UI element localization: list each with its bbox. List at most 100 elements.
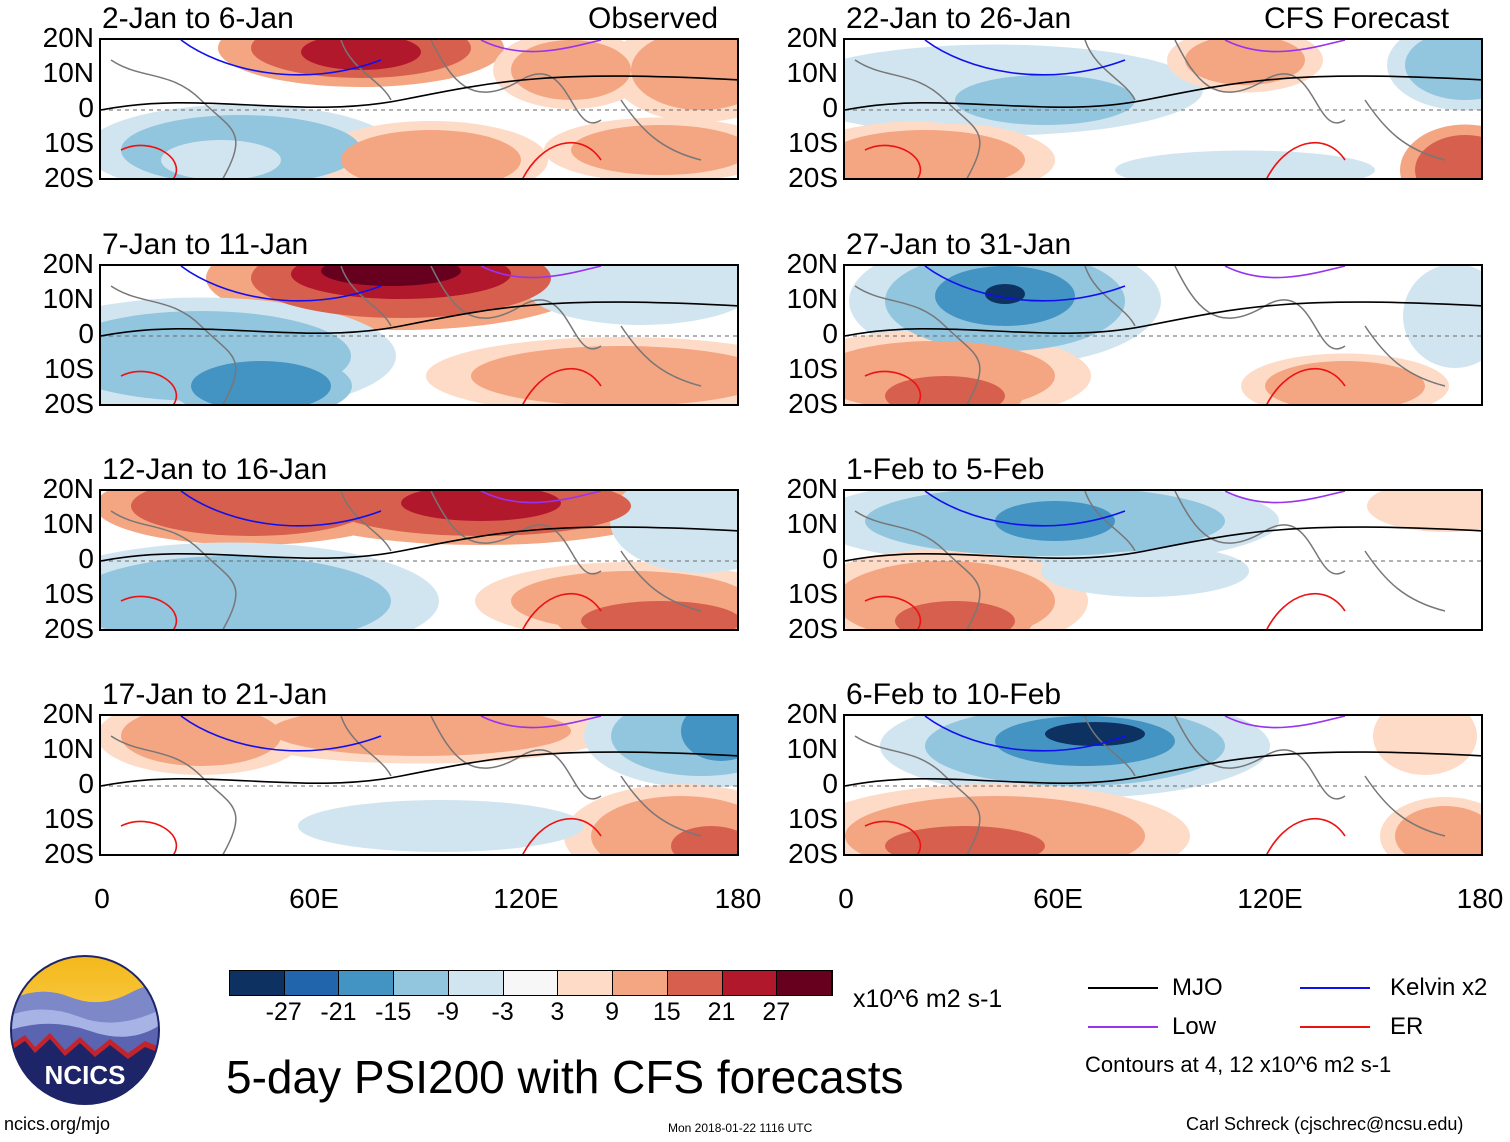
- map-panel-observed-1: [99, 38, 739, 180]
- colorbar-swatch: [777, 971, 832, 995]
- main-title: 5-day PSI200 with CFS forecasts: [226, 1051, 904, 1103]
- lon-label: 180: [1456, 883, 1504, 914]
- colorbar-label: 3: [550, 998, 565, 1026]
- lon-label: 0: [838, 883, 854, 914]
- lon-label: 120E: [493, 883, 559, 914]
- lat-label: 20N: [42, 248, 94, 279]
- lat-label: 10S: [44, 578, 94, 609]
- map-panel-forecast-1: [843, 38, 1483, 180]
- lon-label: 60E: [1033, 883, 1083, 914]
- footer-url[interactable]: ncics.org/mjo: [4, 1114, 111, 1134]
- lat-label: 10N: [42, 733, 94, 764]
- shading-blob: [1385, 491, 1481, 526]
- contour-line: [120, 367, 602, 404]
- contour-line: [180, 491, 382, 527]
- footer-credit: Carl Schreck (cjschrec@ncsu.edu): [1186, 1114, 1464, 1134]
- shading-blob: [581, 601, 737, 629]
- psi200-shading: [845, 266, 1481, 404]
- lat-label: 0: [822, 543, 838, 574]
- contour-line: [180, 40, 382, 76]
- lat-label: 0: [78, 92, 94, 123]
- shading-blob: [301, 40, 421, 70]
- ncics-logo-icon: [10, 955, 160, 1105]
- shading-blob: [631, 40, 737, 110]
- colorbar-label: -27: [265, 998, 302, 1026]
- psi200-shading: [845, 716, 1481, 854]
- colorbar-label: -15: [375, 998, 412, 1026]
- contour-line: [924, 491, 1126, 527]
- contour-line: [120, 817, 602, 854]
- psi200-shading: [101, 491, 737, 629]
- lat-label: 20S: [788, 388, 838, 419]
- lat-label: 10N: [786, 283, 838, 314]
- lon-label: 0: [94, 883, 110, 914]
- observed-label: Observed: [588, 2, 719, 35]
- shading-blob: [471, 346, 737, 404]
- shading-blob: [1405, 40, 1481, 100]
- shading-blob: [401, 491, 561, 521]
- contour-line: [101, 75, 737, 111]
- lat-label: 10S: [788, 578, 838, 609]
- shading-blob: [341, 130, 521, 178]
- shading-blob: [631, 491, 737, 561]
- lat-label: 20N: [786, 698, 838, 729]
- contour-line: [1224, 491, 1346, 504]
- shading-blob: [511, 40, 631, 100]
- colorbar-swatch: [722, 971, 778, 995]
- colorbar-label: 21: [707, 998, 736, 1026]
- ncics-logo: NCICS: [10, 955, 160, 1105]
- lat-label: 10N: [42, 283, 94, 314]
- shading-blob: [671, 826, 737, 854]
- shading-blob: [885, 826, 1045, 854]
- coastline: [854, 491, 1446, 629]
- contour-line: [845, 75, 1481, 111]
- coastline: [854, 716, 1446, 854]
- colorbar-label: 27: [762, 998, 791, 1026]
- colorbar-swatch: [339, 971, 395, 995]
- panel-title: 2-Jan to 6-Jan: [102, 2, 294, 35]
- shading-blob: [681, 716, 737, 761]
- lat-label: 20S: [44, 838, 94, 869]
- psi200-shading: [845, 40, 1481, 178]
- lat-label: 20N: [42, 22, 94, 53]
- contour-line: [864, 367, 1346, 404]
- contours-note: Contours at 4, 12 x10^6 m2 s-1: [1085, 1052, 1392, 1077]
- colorbar-swatch: [394, 971, 449, 995]
- contour-line: [1224, 266, 1346, 279]
- contour-line: [864, 141, 1346, 178]
- map-panel-observed-2: [99, 264, 739, 406]
- contour-line: [924, 266, 1126, 302]
- lon-label: 60E: [289, 883, 339, 914]
- map-panel-observed-4: [99, 714, 739, 856]
- panel-title: 22-Jan to 26-Jan: [846, 2, 1072, 35]
- psi200-shading: [101, 716, 737, 854]
- shading-blob: [1415, 135, 1481, 178]
- shading-blob: [1395, 806, 1481, 854]
- lat-label: 20N: [786, 248, 838, 279]
- shading-blob: [161, 140, 281, 178]
- coastline: [854, 40, 1446, 178]
- lat-label: 20S: [788, 613, 838, 644]
- contour-line: [101, 751, 737, 787]
- map-panel-forecast-3: [843, 489, 1483, 631]
- contour-line: [1224, 40, 1346, 53]
- colorbar-label: 15: [652, 998, 681, 1026]
- shading-blob: [895, 601, 1015, 629]
- legend-mjo: MJO: [1172, 974, 1223, 1001]
- colorbar-swatch: [667, 971, 723, 995]
- lat-label: 10N: [786, 508, 838, 539]
- colorbar-label: -9: [436, 998, 460, 1026]
- lat-label: 0: [78, 768, 94, 799]
- contour-line: [101, 526, 737, 562]
- contour-line: [480, 266, 602, 279]
- legend-low: Low: [1172, 1013, 1217, 1040]
- contour-line: [845, 301, 1481, 337]
- lat-label: 0: [78, 543, 94, 574]
- legend-low-line: [1088, 1026, 1158, 1028]
- colorbar-label: 9: [605, 998, 620, 1026]
- map-panel-observed-3: [99, 489, 739, 631]
- lat-label: 10N: [786, 57, 838, 88]
- lat-label: 0: [822, 768, 838, 799]
- coastline: [110, 716, 702, 854]
- lat-label: 20N: [786, 473, 838, 504]
